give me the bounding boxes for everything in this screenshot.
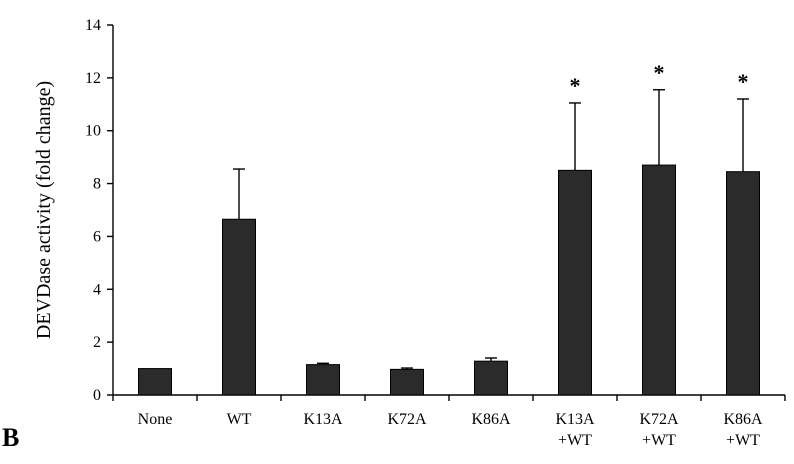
y-tick-label: 10 <box>85 123 101 140</box>
x-category-label: K86A <box>471 411 511 428</box>
bar <box>558 169 592 396</box>
bar <box>474 360 508 396</box>
x-category-label: K13A <box>555 411 595 428</box>
y-tick-label: 0 <box>93 387 101 404</box>
significance-marker: * <box>570 73 581 98</box>
bar <box>642 164 676 396</box>
bar <box>138 368 172 396</box>
bar <box>390 368 424 396</box>
bar <box>222 218 256 396</box>
bar <box>306 364 340 396</box>
panel-letter: B <box>2 423 19 452</box>
significance-marker: * <box>738 69 749 94</box>
x-category-label: K72A <box>387 411 427 428</box>
x-category-label: None <box>138 411 173 428</box>
y-tick-label: 4 <box>93 281 101 298</box>
x-category-label: +WT <box>558 432 592 449</box>
y-tick-label: 8 <box>93 176 101 193</box>
x-category-label: K72A <box>639 411 679 428</box>
axes: 0 2 4 6 8 10 12 14 None WT K13A K72A K86A K13A +WT K72A… <box>85 17 786 449</box>
x-category-label: +WT <box>642 432 676 449</box>
x-category-label: K86A <box>723 411 763 428</box>
y-tick-label: 6 <box>93 228 101 245</box>
x-category-label: +WT <box>726 432 760 449</box>
y-tick-label: 2 <box>93 334 101 351</box>
y-tick-label: 14 <box>85 17 101 34</box>
y-axis-label: DEVDase activity (fold change) <box>33 81 55 339</box>
x-category-label: K13A <box>303 411 343 428</box>
y-tick-label: 12 <box>85 70 101 87</box>
bars: * * * <box>138 60 760 396</box>
x-category-label: WT <box>227 411 252 428</box>
bar <box>726 171 760 396</box>
significance-marker: * <box>654 60 665 85</box>
